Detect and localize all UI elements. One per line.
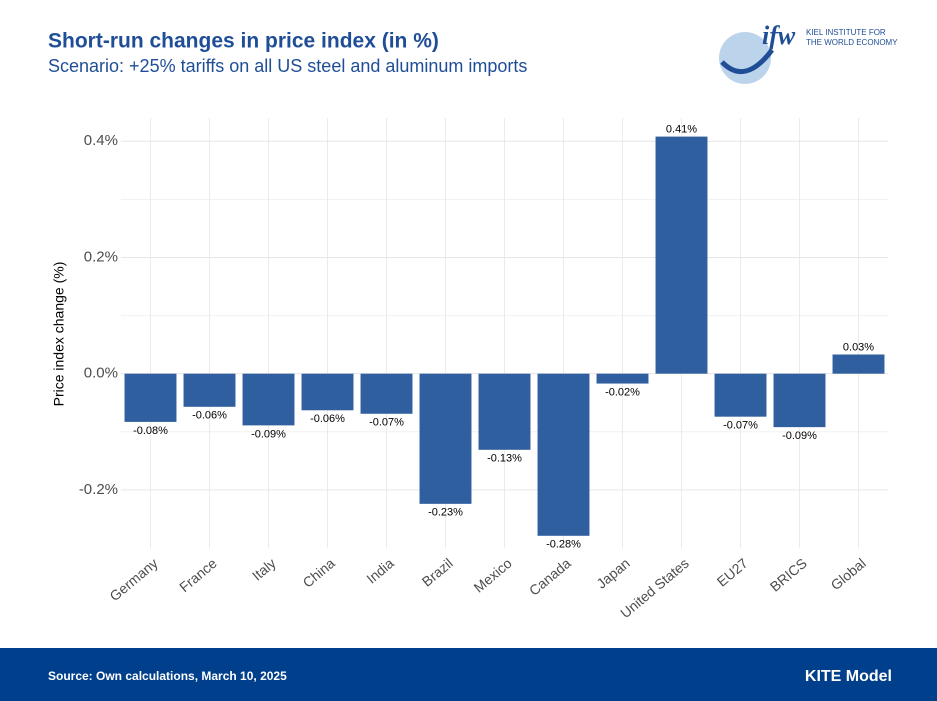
bar [242, 373, 295, 426]
bar [832, 354, 885, 374]
x-tick-label: Mexico [471, 555, 515, 596]
value-label: -0.06% [192, 410, 227, 422]
bar [596, 373, 649, 384]
bar [183, 373, 236, 407]
bar [773, 373, 826, 428]
bar [419, 373, 472, 504]
x-tick-label: EU27 [714, 555, 751, 590]
chart-title: Short-run changes in price index (in %) [48, 30, 439, 53]
footer-source: Source: Own calculations, March 10, 2025 [48, 669, 287, 683]
x-tick-label: Global [828, 555, 869, 593]
logo-mark: ifw [762, 21, 796, 50]
value-label: 0.41% [666, 124, 697, 136]
y-tick-label: 0.4% [84, 132, 118, 149]
bar [537, 373, 590, 536]
value-label: -0.13% [487, 453, 522, 465]
bar [360, 373, 413, 414]
bar [655, 136, 708, 374]
footer-model: KITE Model [805, 668, 892, 685]
value-label: -0.08% [133, 425, 168, 437]
bar [301, 373, 354, 411]
x-tick-label: India [363, 555, 397, 587]
y-axis-label: Price index change (%) [51, 262, 67, 407]
value-label: -0.07% [723, 420, 758, 432]
logo-swoosh [720, 48, 774, 74]
x-tick-label: Japan [593, 555, 633, 592]
chart-subtitle: Scenario: +25% tariffs on all US steel a… [48, 56, 527, 76]
bar [714, 373, 767, 417]
x-tick-label: France [176, 555, 220, 595]
logo-line: KIEL INSTITUTE FOR [806, 28, 886, 37]
value-label: 0.03% [843, 341, 874, 353]
logo: ifw KIEL INSTITUTE FOR THE WORLD ECONOMY [719, 21, 898, 84]
x-tick-label: China [299, 555, 337, 591]
logo-line: THE WORLD ECONOMY [806, 38, 898, 47]
value-label: -0.09% [251, 428, 286, 440]
y-tick-label: -0.2% [79, 481, 118, 498]
x-tick-label: Germany [106, 555, 160, 604]
x-tick-label: Italy [249, 555, 279, 584]
x-tick-label: BRICS [767, 555, 810, 595]
y-tick-label: 0.0% [84, 365, 118, 382]
bar [124, 373, 177, 422]
footer-band [0, 648, 937, 701]
value-label: -0.28% [546, 539, 581, 551]
bar [478, 373, 531, 450]
value-label: -0.06% [310, 413, 345, 425]
value-label: -0.23% [428, 507, 463, 519]
value-label: -0.09% [782, 430, 817, 442]
x-tick-label: Brazil [419, 555, 456, 590]
value-label: -0.02% [605, 386, 640, 398]
y-tick-label: 0.2% [84, 248, 118, 265]
value-label: -0.07% [369, 417, 404, 429]
x-tick-label: Canada [526, 555, 574, 599]
